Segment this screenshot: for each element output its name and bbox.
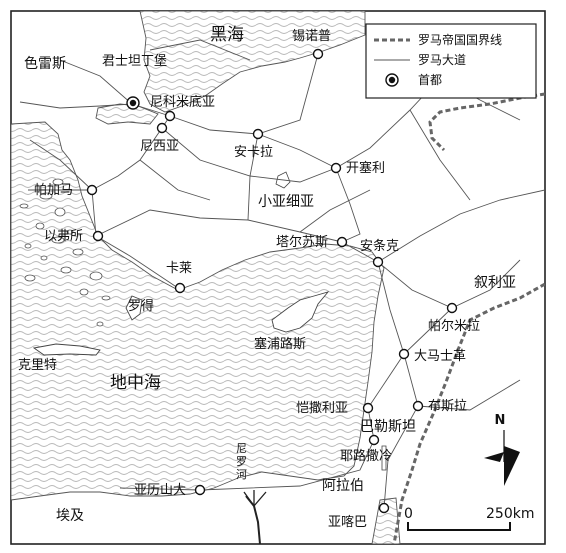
jerusalem-label: 耶路撒冷 (340, 448, 392, 464)
tarsus-label: 塔尔苏斯 (276, 234, 328, 250)
mediterranean-label: 地中海 (110, 373, 161, 393)
antioch-label: 安条克 (360, 238, 399, 254)
north-arrow-head (504, 446, 520, 486)
aqaba-label: 亚喀巴 (328, 514, 367, 530)
tarsus-marker[interactable] (336, 236, 348, 248)
caesarea-label: 开塞利 (346, 160, 385, 176)
ephesus-label: 以弗所 (44, 229, 83, 244)
nile-delta (243, 490, 267, 507)
scale-bar-line (407, 522, 511, 531)
alexandria-label: 亚历山大 (134, 483, 186, 498)
bostra-marker[interactable] (412, 400, 424, 412)
roman-roads (19, 39, 545, 509)
crete-label: 克里特 (18, 358, 57, 373)
damascus-marker[interactable] (398, 348, 410, 360)
sinope-label: 锡诺普 (292, 29, 331, 44)
nile-label-char-1: 尼 (236, 442, 247, 455)
nicaea-label: 尼西亚 (140, 139, 179, 154)
thrace-label: 色雷斯 (24, 55, 66, 72)
nicaea-marker[interactable] (156, 122, 168, 134)
dead-sea (381, 445, 387, 471)
constantinople-marker[interactable] (126, 96, 140, 110)
north-label: N (495, 413, 506, 428)
crete-island (32, 343, 101, 356)
nicomedia-marker[interactable] (164, 110, 176, 122)
bostra-label: 布斯拉 (428, 399, 467, 414)
north-arrow-tail (484, 452, 504, 462)
aegean-islets (19, 178, 111, 327)
mediterranean-water (11, 121, 385, 501)
ephesus-marker[interactable] (92, 230, 104, 242)
aqaba-marker[interactable] (378, 502, 390, 514)
cyprus-label: 塞浦路斯 (254, 336, 306, 352)
pergamon-label: 帕加马 (34, 183, 73, 198)
antioch-marker[interactable] (372, 256, 384, 268)
ancyra-label: 安卡拉 (234, 145, 273, 160)
empire-boundary-north (428, 92, 545, 152)
rhodes-island (125, 295, 143, 321)
caria-marker[interactable] (174, 282, 186, 294)
nile-label: 尼 罗 河 (236, 442, 251, 481)
legend: 罗马帝国国界线 罗马大道 首都 (365, 23, 537, 99)
arabia-label: 阿拉伯 (322, 478, 364, 494)
city-markers (86, 48, 458, 514)
legend-capital-symbol-dot (388, 76, 396, 84)
caesarea-maritima-label: 恺撒利亚 (296, 400, 348, 416)
damascus-label: 大马士革 (414, 349, 466, 364)
sinope-marker[interactable] (312, 48, 324, 60)
nicomedia-label: 尼科米底亚 (150, 94, 215, 110)
palmyra-label: 帕尔米拉 (428, 319, 480, 334)
caesarea-marker[interactable] (330, 162, 342, 174)
scale-bar: 0 250km (404, 506, 534, 531)
nile-label-char-3: 河 (236, 468, 247, 481)
legend-road-label: 罗马大道 (418, 53, 466, 67)
black-sea-label: 黑海 (210, 25, 244, 45)
jerusalem-marker[interactable] (368, 434, 380, 446)
alexandria-marker[interactable] (194, 484, 206, 496)
constantinople-label: 君士坦丁堡 (102, 53, 167, 69)
syria-label: 叙利亚 (474, 274, 516, 291)
cyprus-island (271, 291, 330, 333)
palestine-label: 巴勒斯坦 (360, 419, 416, 435)
asia-minor-label: 小亚细亚 (258, 194, 314, 210)
egypt-label: 埃及 (56, 508, 84, 524)
black-sea-water (139, 11, 366, 113)
legend-capital-label: 首都 (418, 73, 442, 87)
scale-distance-label: 250km (486, 506, 534, 522)
north-arrow: N (484, 413, 520, 486)
nile-label-char-2: 罗 (236, 455, 247, 468)
legend-boundary-label: 罗马帝国国界线 (418, 32, 502, 47)
rhodes-label: 罗得 (128, 298, 154, 314)
pergamon-marker[interactable] (86, 184, 98, 196)
caesarea-maritima-marker[interactable] (362, 402, 374, 414)
palmyra-marker[interactable] (446, 302, 458, 314)
scale-zero-label: 0 (404, 506, 413, 522)
ancyra-marker[interactable] (252, 128, 264, 140)
caria-label: 卡莱 (166, 261, 192, 276)
red-sea-water (371, 497, 401, 544)
